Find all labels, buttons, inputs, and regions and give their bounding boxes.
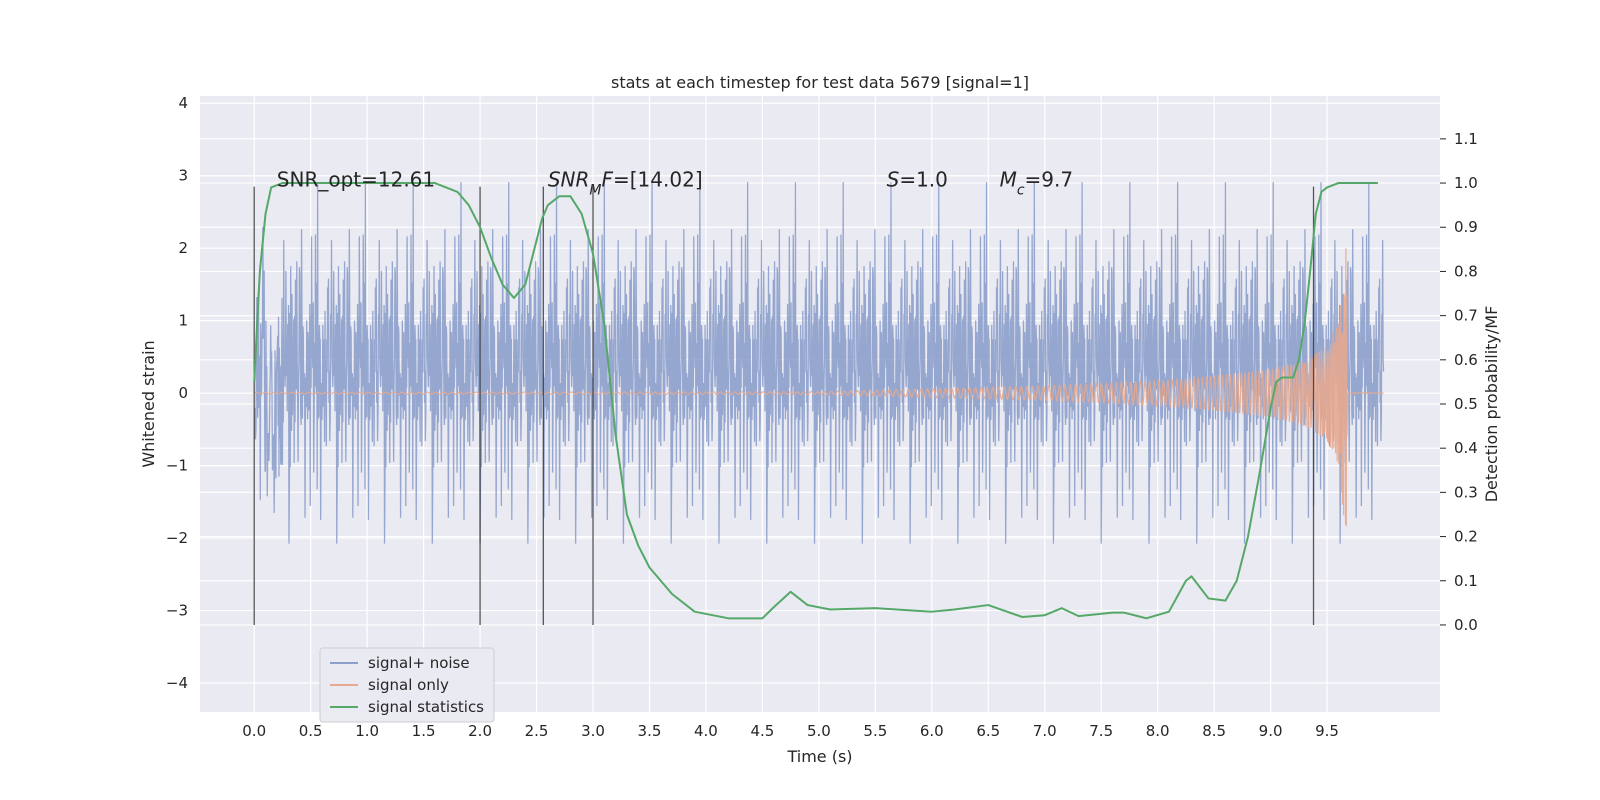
y-axis-label-right: Detection probability/MF [1482, 306, 1501, 503]
legend-label-signal-noise: signal+ noise [368, 654, 470, 672]
series-signal-statistics [253, 182, 1378, 620]
y-right-tick-label: 0.4 [1454, 439, 1478, 457]
x-tick-label: 1.5 [412, 722, 436, 740]
x-tick-label: 9.0 [1259, 722, 1283, 740]
y-right-tick-label: 0.1 [1454, 572, 1478, 590]
y-right-tick-label: 0.7 [1454, 307, 1478, 325]
y-right-tick-label: 0.6 [1454, 351, 1478, 369]
y-right-tick-label: 0.5 [1454, 395, 1478, 413]
x-tick-label: 1.0 [355, 722, 379, 740]
y-left-tick-label: 1 [178, 312, 188, 330]
x-tick-label: 8.5 [1202, 722, 1226, 740]
legend-label-signal-only: signal only [368, 676, 449, 694]
y-right-tick-label: 0.8 [1454, 262, 1478, 280]
y-left-tick-label: −4 [166, 674, 188, 692]
annotation-text: Mc=9.7 [1000, 168, 1074, 199]
signal-trace [253, 248, 1384, 527]
x-tick-label: 5.5 [863, 722, 887, 740]
annotation-text: S=1.0 [887, 168, 948, 192]
annotation-text: SNRMF=[14.02] [548, 168, 703, 199]
statistics-trace [253, 182, 1378, 620]
noise-trace [253, 182, 1385, 544]
x-tick-label: 3.5 [638, 722, 662, 740]
y-axis-label-left: Whitened strain [139, 340, 158, 467]
y-left-tick-label: −1 [166, 457, 188, 475]
tick-labels: 0.0 0.5 1.0 1.5 2.0 2.5 3.0 3.5 4.0 4.5 5.0 5.5 6.0 6… [166, 94, 1478, 740]
legend: signal+ noise signal only signal statist… [319, 647, 495, 723]
y-left-tick-label: −2 [166, 529, 188, 547]
series-signal-only [253, 248, 1384, 527]
annotations: SNR_opt=12.61 SNRMF=[14.02] S=1.0 Mc=9.7 [277, 168, 1073, 199]
x-tick-label: 4.5 [750, 722, 774, 740]
annotation-text: SNR_opt=12.61 [277, 168, 435, 192]
x-tick-label: 2.5 [525, 722, 549, 740]
y-left-tick-label: 3 [178, 167, 188, 185]
x-tick-label: 4.0 [694, 722, 718, 740]
y-left-tick-label: −3 [166, 602, 188, 620]
x-tick-label: 0.5 [299, 722, 323, 740]
x-tick-label: 8.0 [1146, 722, 1170, 740]
y-right-tick-label: 0.0 [1454, 616, 1478, 634]
y-right-tick-label: 1.1 [1454, 130, 1478, 148]
legend-label-signal-statistics: signal statistics [368, 698, 484, 716]
x-tick-label: 5.0 [807, 722, 831, 740]
x-tick-label: 0.0 [242, 722, 266, 740]
x-tick-label: 2.0 [468, 722, 492, 740]
y-right-tick-label: 0.9 [1454, 218, 1478, 236]
x-tick-label: 6.0 [920, 722, 944, 740]
x-tick-label: 3.0 [581, 722, 605, 740]
y-left-tick-label: 0 [178, 384, 188, 402]
x-tick-label: 7.0 [1033, 722, 1057, 740]
y-left-tick-label: 4 [178, 94, 188, 112]
x-tick-label: 7.5 [1089, 722, 1113, 740]
chart-title: stats at each timestep for test data 567… [611, 73, 1029, 92]
series-signal-noise [253, 182, 1385, 544]
y-left-tick-label: 2 [178, 239, 188, 257]
legend-box [319, 647, 495, 723]
x-axis-label: Time (s) [786, 747, 852, 766]
y-right-tick-label: 0.3 [1454, 483, 1478, 501]
x-tick-label: 9.5 [1315, 722, 1339, 740]
y-right-tick-label: 0.2 [1454, 528, 1478, 546]
x-tick-label: 6.5 [976, 722, 1000, 740]
y-right-tick-label: 1.0 [1454, 174, 1478, 192]
